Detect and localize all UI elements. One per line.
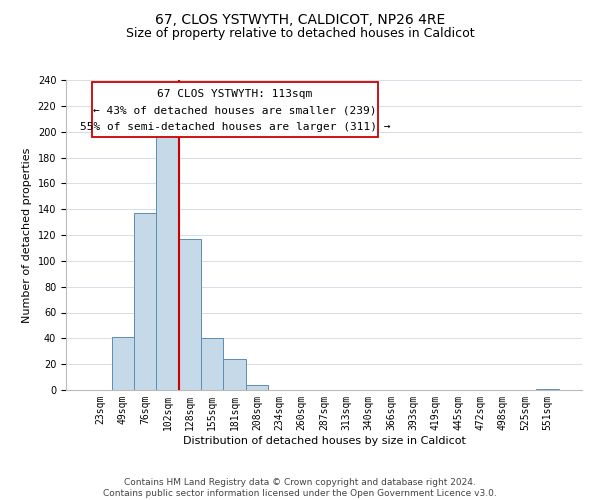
FancyBboxPatch shape bbox=[92, 82, 378, 138]
Text: 67 CLOS YSTWYTH: 113sqm: 67 CLOS YSTWYTH: 113sqm bbox=[157, 89, 313, 99]
Text: Contains HM Land Registry data © Crown copyright and database right 2024.
Contai: Contains HM Land Registry data © Crown c… bbox=[103, 478, 497, 498]
Bar bbox=[223, 359, 246, 390]
Bar bbox=[246, 385, 268, 390]
Bar bbox=[134, 213, 157, 390]
Text: 55% of semi-detached houses are larger (311) →: 55% of semi-detached houses are larger (… bbox=[80, 122, 390, 132]
X-axis label: Distribution of detached houses by size in Caldicot: Distribution of detached houses by size … bbox=[182, 436, 466, 446]
Bar bbox=[179, 239, 201, 390]
Text: Size of property relative to detached houses in Caldicot: Size of property relative to detached ho… bbox=[125, 28, 475, 40]
Bar bbox=[112, 337, 134, 390]
Text: 67, CLOS YSTWYTH, CALDICOT, NP26 4RE: 67, CLOS YSTWYTH, CALDICOT, NP26 4RE bbox=[155, 12, 445, 26]
Bar bbox=[157, 130, 179, 390]
Text: ← 43% of detached houses are smaller (239): ← 43% of detached houses are smaller (23… bbox=[93, 106, 377, 116]
Bar bbox=[536, 388, 559, 390]
Bar bbox=[201, 338, 223, 390]
Y-axis label: Number of detached properties: Number of detached properties bbox=[22, 148, 32, 322]
